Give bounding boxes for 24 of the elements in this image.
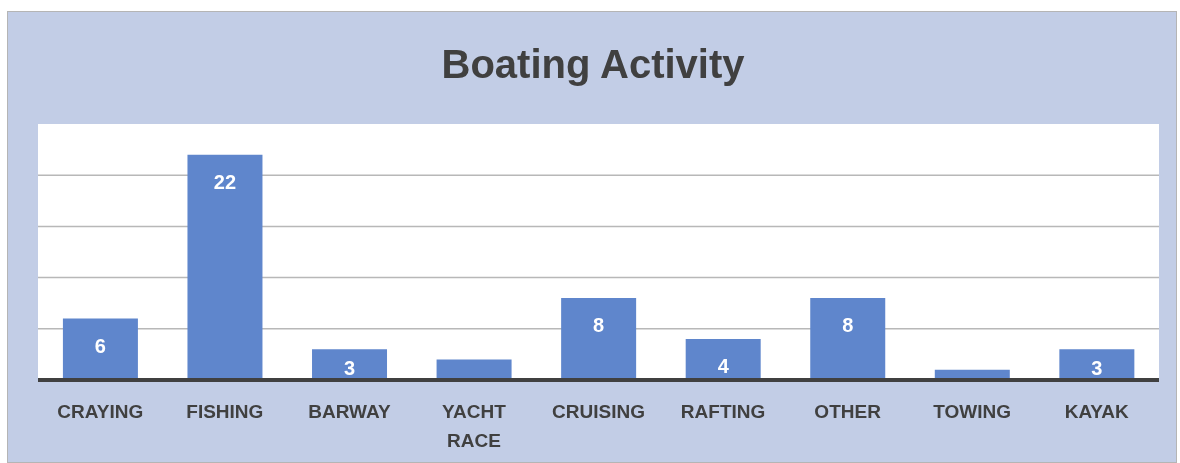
bar xyxy=(187,154,263,380)
x-tick-label: CRAYING xyxy=(57,401,144,423)
data-label: 8 xyxy=(593,314,605,337)
data-label: 6 xyxy=(94,334,106,357)
x-tick-label: BARWAY xyxy=(308,401,391,423)
data-label: 22 xyxy=(213,170,237,193)
bar xyxy=(561,298,637,380)
x-tick-label: FISHING xyxy=(186,401,264,423)
x-tick-label: CRUISING xyxy=(552,401,645,423)
bar xyxy=(685,339,761,380)
data-label: 3 xyxy=(343,357,356,379)
bar xyxy=(810,298,886,380)
bar xyxy=(1059,349,1135,380)
bar xyxy=(62,318,138,380)
x-tick-label: TOWING xyxy=(933,401,1012,423)
x-tick-label: RAFTING xyxy=(680,401,766,423)
x-tick-label: YACHT RACE xyxy=(442,401,507,451)
chart-title: Boating Activity xyxy=(440,42,746,86)
data-label: 8 xyxy=(842,314,854,337)
x-tick-label: KAYAK xyxy=(1064,401,1130,423)
data-label: 4 xyxy=(717,355,730,378)
bar xyxy=(312,349,388,380)
data-label: 3 xyxy=(1091,357,1103,379)
x-tick-label: OTHER xyxy=(814,401,882,423)
